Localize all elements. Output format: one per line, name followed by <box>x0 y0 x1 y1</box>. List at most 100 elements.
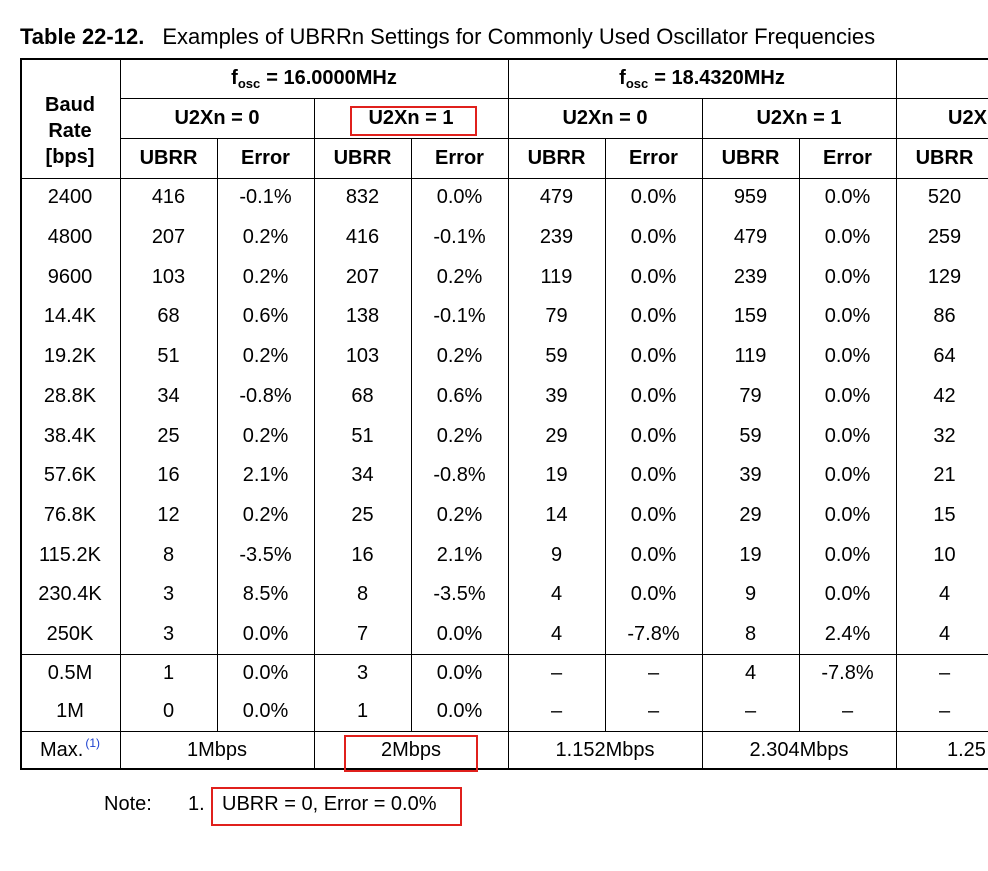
ubrr-value: 9 <box>550 543 563 566</box>
baud-rate-value: 230.4K <box>38 583 102 606</box>
ubrr-value: 16 <box>157 464 180 487</box>
ubrr-value: 29 <box>545 424 568 447</box>
header-rule-u2x <box>120 98 988 99</box>
ubrr-value: 479 <box>539 186 574 209</box>
ubrr-value: 3 <box>162 583 175 606</box>
ubrr-value: 1 <box>162 662 175 685</box>
baud-rate-value: 0.5M <box>47 662 93 685</box>
baud-header-line1: Baud <box>45 94 95 116</box>
ubrr-value: 4 <box>938 583 951 606</box>
fosc-value: = 16.0000MHz <box>266 66 397 89</box>
error-value: 0.2% <box>436 345 483 368</box>
ubrr-value: 42 <box>933 384 956 407</box>
error-value: -0.1% <box>433 226 486 249</box>
error-value: 0.0% <box>630 226 677 249</box>
error-value: 2.1% <box>436 543 483 566</box>
baud-rate-value: 4800 <box>47 226 93 249</box>
table-bottom-border <box>20 768 988 770</box>
baud-rate-value: 2400 <box>47 186 93 209</box>
u2xn-highlight-box <box>350 106 477 136</box>
ubrr-value: 8 <box>162 543 175 566</box>
note-highlight-box <box>211 787 462 826</box>
ubrr-column-header: UBRR <box>915 146 974 169</box>
baud-rate-value: 14.4K <box>43 305 97 328</box>
baud-rate-value: 28.8K <box>43 384 97 407</box>
error-value: 0.0% <box>630 384 677 407</box>
error-value: 0.0% <box>630 305 677 328</box>
ubrr-value: 59 <box>545 345 568 368</box>
ubrr-value: 86 <box>933 305 956 328</box>
error-value: 0.0% <box>436 662 483 685</box>
ubrr-value: 103 <box>151 265 186 288</box>
error-value: -0.8% <box>239 384 292 407</box>
baud-rate-table: Baud Rate [bps] f osc = 16.0000MHz f osc = 18.… <box>20 58 988 772</box>
fosc-group-header: f osc = 16.0000MHz <box>120 58 508 98</box>
error-value: -7.8% <box>821 662 874 685</box>
error-value: 0.0% <box>630 543 677 566</box>
error-column-header: Error <box>241 146 290 169</box>
error-value: 0.0% <box>630 186 677 209</box>
ubrr-value: 416 <box>151 186 186 209</box>
subcolumn-divider <box>217 138 218 731</box>
ubrr-value: 103 <box>345 345 380 368</box>
error-value: -0.1% <box>239 186 292 209</box>
error-value: 0.2% <box>436 265 483 288</box>
subcolumn-divider <box>411 138 412 731</box>
error-column-header: Error <box>629 146 678 169</box>
ubrr-value: 68 <box>351 384 374 407</box>
ubrr-value: 7 <box>356 623 369 646</box>
fosc-symbol: f <box>231 66 238 89</box>
error-column-header: Error <box>435 146 484 169</box>
error-value: 0.0% <box>824 424 871 447</box>
error-value: 0.0% <box>630 345 677 368</box>
ubrr-value: – <box>938 700 951 723</box>
ubrr-value: 12 <box>157 503 180 526</box>
error-value: 0.0% <box>242 700 289 723</box>
error-value: 2.1% <box>242 464 289 487</box>
ubrr-value: 19 <box>739 543 762 566</box>
error-value: 0.0% <box>824 503 871 526</box>
baud-rate-value: 76.8K <box>43 503 97 526</box>
error-value: 0.0% <box>630 464 677 487</box>
ubrr-value: 19 <box>545 464 568 487</box>
baud-header-line2: Rate <box>48 120 92 142</box>
baud-rate-value: 57.6K <box>43 464 97 487</box>
baud-column-border <box>120 58 121 770</box>
ubrr-value: 3 <box>356 662 369 685</box>
ubrr-value: 34 <box>157 384 180 407</box>
max-baud-value: 1.152Mbps <box>555 739 655 761</box>
ubrr-value: 16 <box>351 543 374 566</box>
error-value: 0.0% <box>436 623 483 646</box>
table-left-border <box>20 58 22 770</box>
ubrr-value: 416 <box>345 226 380 249</box>
error-value: -3.5% <box>239 543 292 566</box>
u2x-divider <box>702 98 703 770</box>
baud-rate-value: 250K <box>46 623 94 646</box>
error-value: 0.6% <box>242 305 289 328</box>
fosc-value: = 18.4320MHz <box>654 66 785 89</box>
error-value: 0.2% <box>242 345 289 368</box>
fosc-symbol: f <box>619 66 626 89</box>
ubrr-value: 39 <box>739 464 762 487</box>
ubrr-column-header: UBRR <box>721 146 780 169</box>
u2x-header: U2Xn = 0 <box>174 106 260 129</box>
ubrr-value: 4 <box>744 662 757 685</box>
ubrr-value: 3 <box>162 623 175 646</box>
baud-rate-value: 115.2K <box>39 543 101 566</box>
group-divider <box>508 58 509 770</box>
error-value: 0.6% <box>436 384 483 407</box>
baud-rate-value: 9600 <box>47 265 93 288</box>
ubrr-value: 21 <box>933 464 956 487</box>
error-value: – <box>647 700 660 723</box>
error-value: 0.2% <box>242 265 289 288</box>
error-value: 0.0% <box>824 305 871 328</box>
baud-rate-header: Baud Rate [bps] <box>20 88 120 174</box>
ubrr-value: 159 <box>733 305 768 328</box>
ubrr-value: 520 <box>927 186 962 209</box>
max-baud-value: 2.304Mbps <box>749 739 849 761</box>
fosc-subscript: osc <box>625 75 649 91</box>
error-value: 0.0% <box>242 623 289 646</box>
error-value: – <box>841 700 854 723</box>
error-value: 0.0% <box>824 265 871 288</box>
footnote-ref-link[interactable]: (1) <box>85 735 100 750</box>
